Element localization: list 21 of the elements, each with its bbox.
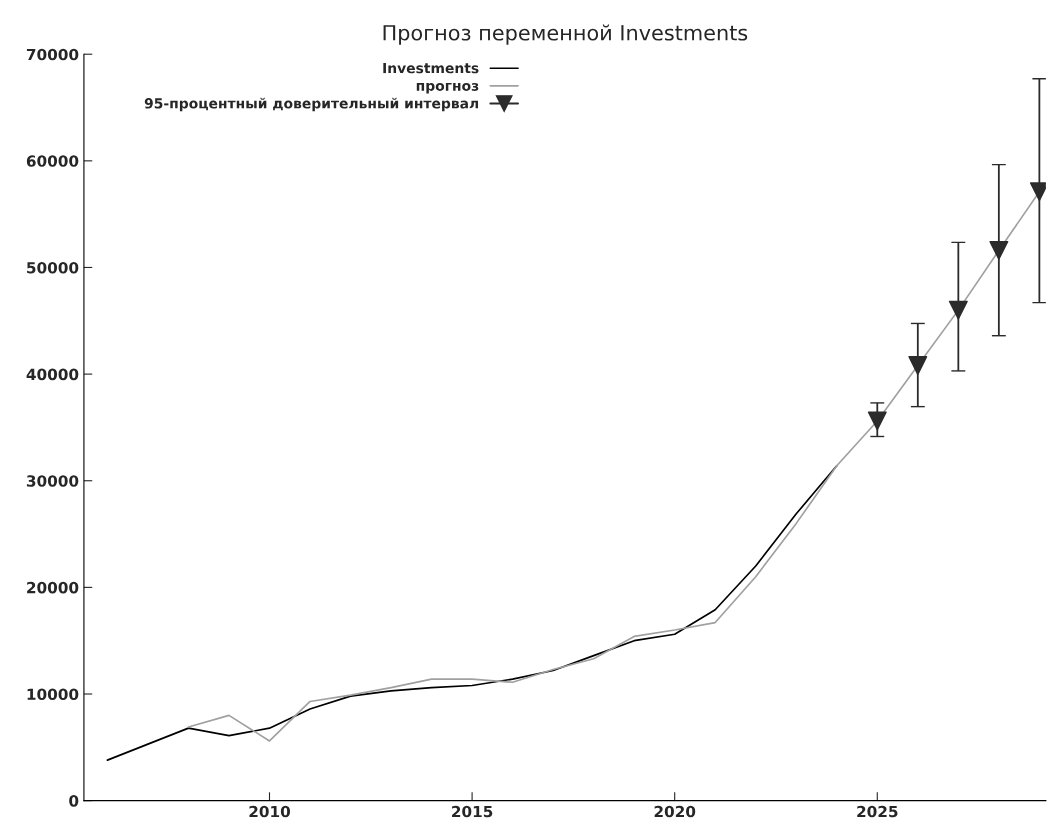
y-tick-label: 70000 <box>26 48 79 61</box>
chart-title: Прогноз переменной Investments <box>383 24 748 45</box>
y-tick-label: 50000 <box>27 261 79 274</box>
x-tick-label: 2020 <box>654 805 696 818</box>
legend-label: Investments <box>383 62 479 74</box>
legend-label: 95-процентный доверительный интервал <box>144 97 479 112</box>
y-tick-label: 20000 <box>27 581 79 594</box>
y-tick-label: 40000 <box>26 368 79 381</box>
y-tick-label: 30000 <box>26 475 79 487</box>
point <box>948 300 968 320</box>
y-tick-label: 10000 <box>27 688 79 701</box>
point <box>867 411 887 431</box>
x-tick-label: 2025 <box>857 805 898 818</box>
legend-label: прогноз <box>416 82 479 94</box>
point <box>989 240 1009 260</box>
line-series <box>106 464 838 761</box>
y-tick-label: 0 <box>69 795 79 807</box>
y-tick-label: 60000 <box>26 155 79 167</box>
point <box>908 356 928 376</box>
x-tick-label: 2015 <box>452 805 493 818</box>
x-tick-label: 2010 <box>249 805 291 818</box>
